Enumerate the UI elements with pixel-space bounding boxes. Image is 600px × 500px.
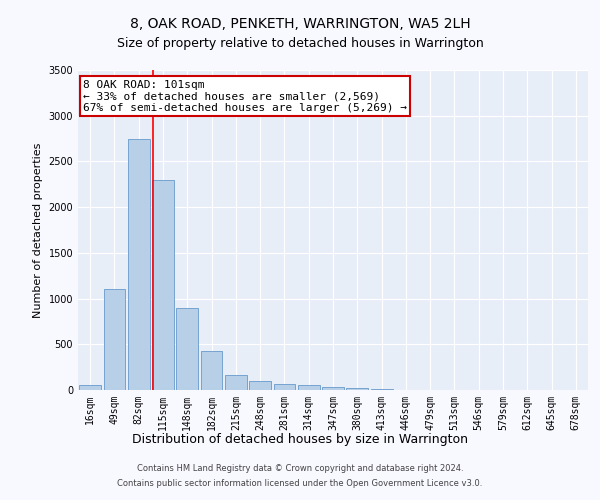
Bar — [200, 350, 223, 390]
Bar — [225, 376, 247, 390]
Bar — [104, 290, 125, 390]
Y-axis label: Number of detached properties: Number of detached properties — [33, 142, 43, 318]
Text: 8 OAK ROAD: 101sqm
← 33% of detached houses are smaller (2,569)
67% of semi-deta: 8 OAK ROAD: 101sqm ← 33% of detached hou… — [83, 80, 407, 113]
Text: 8, OAK ROAD, PENKETH, WARRINGTON, WA5 2LH: 8, OAK ROAD, PENKETH, WARRINGTON, WA5 2L… — [130, 18, 470, 32]
Text: Contains HM Land Registry data © Crown copyright and database right 2024.: Contains HM Land Registry data © Crown c… — [137, 464, 463, 473]
Bar — [346, 388, 368, 390]
Bar — [128, 138, 149, 390]
Text: Size of property relative to detached houses in Warrington: Size of property relative to detached ho… — [116, 38, 484, 51]
Bar — [176, 308, 198, 390]
Bar — [371, 389, 392, 390]
Bar — [79, 386, 101, 390]
Text: Contains public sector information licensed under the Open Government Licence v3: Contains public sector information licen… — [118, 479, 482, 488]
Text: Distribution of detached houses by size in Warrington: Distribution of detached houses by size … — [132, 432, 468, 446]
Bar — [298, 386, 320, 390]
Bar — [249, 381, 271, 390]
Bar — [322, 388, 344, 390]
Bar — [274, 384, 295, 390]
Bar — [152, 180, 174, 390]
